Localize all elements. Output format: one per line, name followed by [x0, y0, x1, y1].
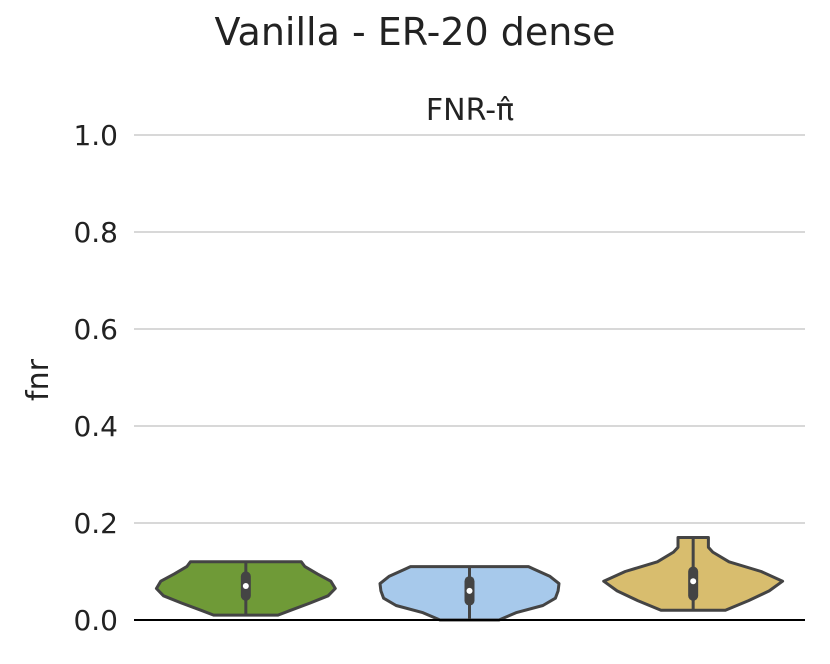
violin-median [690, 578, 697, 585]
y-tick-label: 0.4 [73, 410, 118, 443]
y-axis-label: fnr [21, 358, 56, 401]
y-tick-label: 1.0 [73, 119, 118, 152]
y-tick-label: 0.6 [73, 313, 118, 346]
violin-median [242, 583, 249, 590]
chart-title: Vanilla - ER-20 dense [214, 10, 615, 54]
violin-median [466, 587, 473, 594]
violins [154, 536, 785, 622]
y-tick-labels: 0.0 0.2 0.4 0.6 0.8 1.0 [73, 119, 118, 637]
y-tick-label: 0.2 [73, 507, 118, 540]
chart-subtitle: FNR-π̂ [426, 93, 514, 128]
y-tick-label: 0.0 [73, 604, 118, 637]
y-tick-label: 0.8 [73, 216, 118, 249]
gridlines [134, 134, 805, 524]
